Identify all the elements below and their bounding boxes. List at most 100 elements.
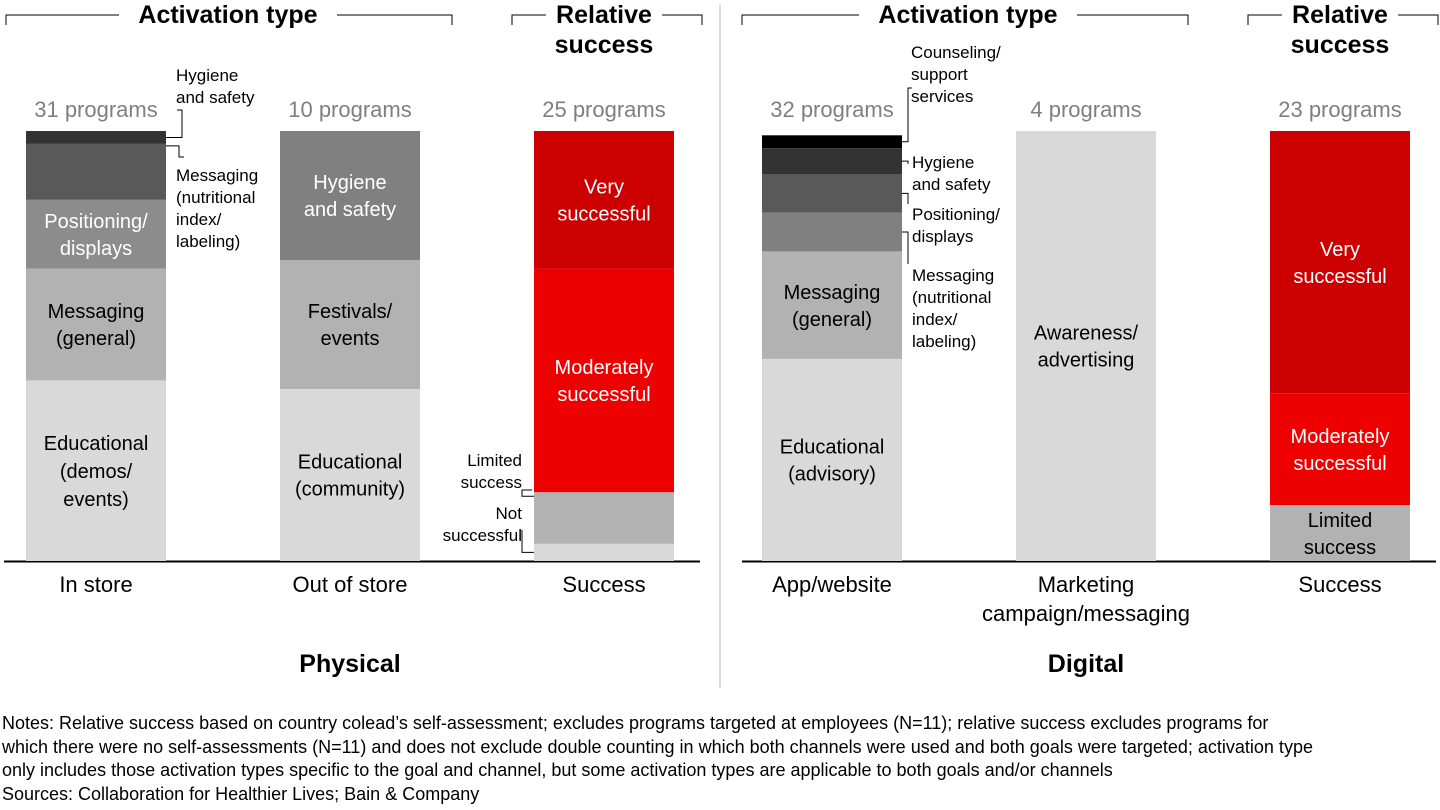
panel-label: Digital — [1048, 650, 1124, 678]
program-count-label: 10 programs — [288, 97, 412, 122]
bar-segment — [1270, 131, 1410, 394]
segment-label: Educational — [780, 437, 885, 459]
bar-segment — [534, 268, 674, 493]
callout-label: support — [911, 65, 968, 84]
header-bracket — [741, 14, 859, 25]
category-label: campaign/messaging — [982, 601, 1190, 626]
segment-label: events — [321, 328, 380, 350]
relative-success-header: Relative — [1292, 1, 1388, 29]
notes-line: which there were no self-assessments (N=… — [2, 736, 1313, 757]
callout-label: and safety — [912, 175, 991, 194]
program-count-label: 31 programs — [34, 97, 158, 122]
callout-label: Counseling/ — [911, 43, 1001, 62]
segment-label: advertising — [1038, 350, 1135, 372]
segment-label: successful — [557, 204, 650, 226]
bar-segment — [26, 199, 166, 269]
segment-label: success — [1304, 537, 1376, 559]
bar-segment — [280, 131, 420, 260]
segment-label: Awareness/ — [1034, 323, 1139, 345]
callout-line — [902, 192, 909, 204]
callout-line — [521, 489, 534, 497]
callout-label: index/ — [176, 210, 222, 229]
header-bracket — [1398, 14, 1439, 25]
callout-line — [902, 231, 909, 264]
bar-segment — [534, 492, 674, 544]
callout-label: displays — [912, 227, 973, 246]
notes-line: only includes those activation types spe… — [2, 760, 1113, 780]
bar-segment — [534, 543, 674, 561]
category-label: Success — [562, 572, 645, 597]
activation-type-header: Activation type — [138, 1, 317, 29]
bar-segment — [762, 358, 902, 561]
bar-segment — [762, 135, 902, 149]
category-label: Out of store — [293, 572, 408, 597]
category-label: Marketing — [1038, 572, 1135, 597]
segment-label: Festivals/ — [308, 301, 393, 323]
segment-label: Very — [584, 177, 624, 199]
segment-label: (advisory) — [788, 464, 876, 486]
header-bracket — [337, 14, 453, 25]
bar-segment — [762, 174, 902, 213]
panel-label: Physical — [299, 650, 400, 678]
callout-line — [902, 160, 909, 164]
segment-label: Educational — [44, 433, 149, 455]
sources-line: Sources: Collaboration for Healthier Liv… — [2, 783, 480, 804]
program-count-label: 4 programs — [1030, 97, 1141, 122]
callout-line — [521, 530, 534, 553]
callout-line — [166, 109, 183, 138]
bar-segment — [280, 389, 420, 561]
bar-segment — [534, 131, 674, 269]
relative-success-header: success — [555, 31, 654, 59]
category-label: In store — [59, 572, 132, 597]
bar-segment — [762, 148, 902, 174]
stacked-bar-chart: Activation type RelativesuccessPhysicalAc… — [4, 1, 1439, 688]
segment-label: displays — [60, 238, 132, 260]
segment-label: (general) — [56, 328, 136, 350]
relative-success-header: Relative — [556, 1, 652, 29]
activation-type-header: Activation type — [878, 1, 1057, 29]
segment-label: successful — [1293, 266, 1386, 288]
bar-segment — [280, 260, 420, 389]
callout-label: (nutritional — [912, 288, 991, 307]
segment-label: (community) — [295, 479, 405, 501]
bar-segment — [26, 131, 166, 144]
callout-label: Messaging — [912, 266, 994, 285]
bar-segment — [762, 251, 902, 359]
segment-label: Moderately — [555, 357, 654, 379]
callout-label: Positioning/ — [912, 205, 1000, 224]
segment-label: and safety — [304, 199, 396, 221]
bar-segment — [762, 212, 902, 252]
header-bracket — [5, 14, 119, 25]
segment-label: Positioning/ — [44, 211, 148, 233]
callout-label: index/ — [912, 310, 958, 329]
segment-label: (demos/ — [60, 461, 133, 483]
program-count-label: 32 programs — [770, 97, 894, 122]
callout-line — [166, 145, 184, 158]
segment-label: events) — [63, 489, 129, 511]
segment-label: Hygiene — [313, 172, 386, 194]
bar-segment — [1270, 505, 1410, 561]
header-bracket — [1077, 14, 1189, 25]
segment-label: Limited — [1308, 510, 1372, 532]
segment-label: Messaging — [48, 301, 145, 323]
program-count-label: 25 programs — [542, 97, 666, 122]
bar-segment — [26, 380, 166, 561]
segment-label: Educational — [298, 452, 403, 474]
header-bracket — [511, 14, 546, 25]
category-label: App/website — [772, 572, 892, 597]
bar-segment — [26, 143, 166, 200]
callout-label: services — [911, 87, 973, 106]
segment-label: successful — [557, 384, 650, 406]
segment-label: successful — [1293, 453, 1386, 475]
callout-label: Limited — [467, 451, 522, 470]
callout-label: success — [461, 473, 522, 492]
callout-label: Hygiene — [176, 66, 238, 85]
relative-success-header: success — [1291, 31, 1390, 59]
segment-label: Messaging — [784, 282, 881, 304]
callout-label: Messaging — [176, 166, 258, 185]
header-bracket — [1247, 14, 1282, 25]
callout-line — [902, 87, 912, 143]
chart-notes: Notes: Relative success based on country… — [2, 712, 1438, 806]
segment-label: (general) — [792, 309, 872, 331]
callout-label: Hygiene — [912, 153, 974, 172]
